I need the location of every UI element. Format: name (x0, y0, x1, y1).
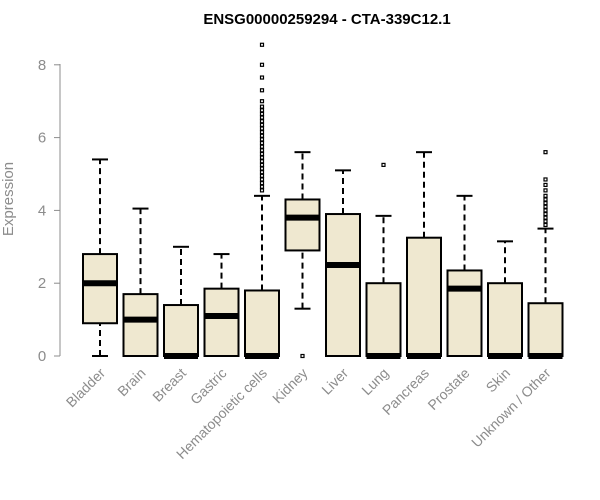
outlier-point (259, 99, 265, 104)
boxes (82, 42, 564, 359)
y-tick-label: 8 (38, 57, 46, 74)
y-ticks: 0 2 4 6 8 (38, 57, 60, 365)
box-group (203, 253, 240, 357)
box-group (446, 194, 483, 357)
y-tick-label: 4 (38, 202, 46, 219)
outlier-point (543, 211, 548, 217)
outlier-point (259, 181, 265, 186)
box (325, 213, 361, 357)
outlier-point (259, 88, 265, 93)
outlier-point (543, 219, 548, 224)
outlier-point (259, 177, 265, 182)
outlier-point (259, 111, 265, 117)
box-group (406, 151, 442, 359)
x-tick-label: Prostate (424, 365, 472, 413)
outlier-point (259, 115, 265, 120)
outlier-point (259, 173, 265, 178)
x-tick-label: Skin (483, 365, 514, 396)
outlier-point (259, 133, 265, 138)
y-tick-label: 6 (38, 130, 46, 147)
box-group (527, 150, 564, 359)
outlier-point (543, 177, 548, 182)
outlier-point (300, 353, 305, 359)
box (406, 236, 442, 357)
outlier-point (259, 130, 265, 135)
outlier-point (259, 122, 265, 127)
box-group (365, 162, 402, 359)
y-tick-label: 0 (38, 348, 46, 365)
outlier-point (259, 104, 265, 109)
outlier-point (259, 155, 265, 160)
box-group (487, 240, 523, 359)
y-axis-label: Expression (0, 162, 17, 236)
box-group (163, 245, 199, 359)
box (365, 282, 402, 358)
outlier-point (543, 188, 548, 193)
outlier-point (543, 201, 548, 206)
outlier-point (259, 184, 265, 189)
box-group (325, 169, 361, 357)
outlier-point (259, 119, 265, 124)
box (122, 293, 159, 357)
y-tick-label: 2 (38, 275, 46, 292)
outlier-point (259, 162, 265, 167)
outlier-point (259, 151, 265, 157)
outlier-point (543, 222, 548, 228)
box-group (284, 151, 321, 359)
outlier-point (543, 204, 548, 209)
box (446, 269, 483, 357)
chart-title: ENSG00000259294 - CTA-339C12.1 (203, 11, 450, 28)
box (82, 253, 118, 325)
box-group (82, 158, 118, 357)
x-tick-label: Bladder (63, 365, 109, 411)
outlier-point (259, 75, 265, 80)
outlier-point (381, 162, 386, 167)
outlier-point (259, 166, 265, 171)
box (244, 289, 280, 358)
outlier-point (543, 182, 548, 188)
outlier-point (259, 126, 265, 131)
outlier-point (259, 148, 265, 153)
box (163, 304, 199, 358)
x-tick-label: Brain (114, 365, 148, 399)
box (203, 287, 240, 357)
box (527, 302, 564, 357)
box (284, 198, 321, 252)
outlier-point (543, 197, 548, 202)
outlier-point (259, 140, 265, 146)
outlier-point (543, 193, 548, 198)
outlier-point (259, 170, 265, 175)
outlier-point (259, 137, 265, 142)
outlier-point (259, 42, 265, 47)
x-tick-label: Liver (318, 365, 351, 398)
outlier-point (543, 150, 548, 155)
outlier-point (259, 159, 265, 164)
x-tick-label: Kidney (269, 365, 311, 407)
box-group (122, 207, 159, 357)
box-group (244, 42, 280, 359)
outlier-point (543, 215, 548, 220)
box (487, 282, 523, 358)
x-tick-label: Breast (149, 365, 189, 405)
outlier-point (259, 188, 265, 193)
outlier-point (543, 208, 548, 213)
outlier-point (259, 62, 265, 67)
outlier-point (259, 108, 265, 113)
outlier-point (259, 144, 265, 149)
x-tick-label: Lung (358, 365, 391, 398)
